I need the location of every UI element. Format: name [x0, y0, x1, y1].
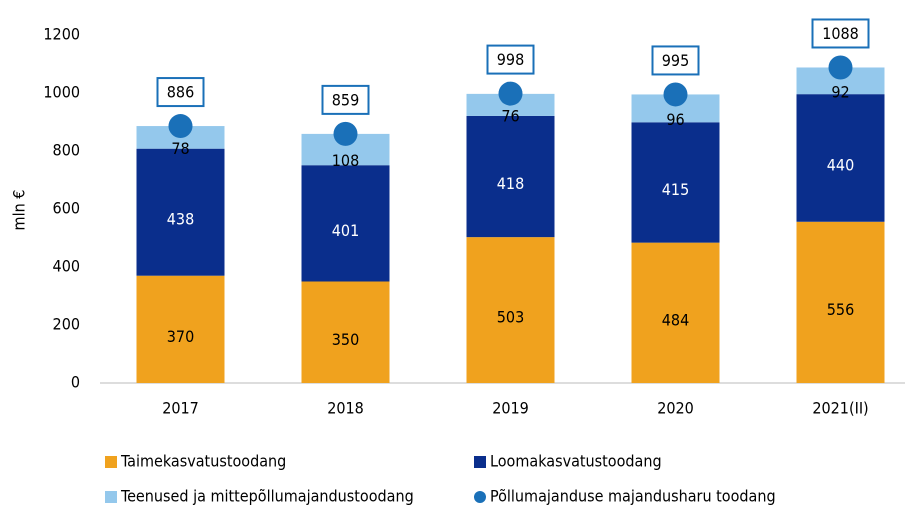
total-label-box [321, 84, 370, 115]
bar-segment [631, 122, 720, 243]
total-dot [663, 82, 688, 107]
legend-label: Taimekasvatustoodang [120, 452, 286, 471]
total-label: 1088 [822, 24, 859, 43]
y-axis-label: mln € [10, 190, 29, 231]
total-dot [498, 81, 523, 106]
data-label: 484 [662, 310, 689, 329]
bar-segment [796, 94, 885, 222]
total-dot [168, 114, 193, 139]
total-dot [828, 55, 853, 80]
data-label: 108 [332, 151, 359, 170]
legend-swatch [105, 491, 117, 503]
total-label-box [651, 45, 700, 76]
legend-label: Loomakasvatustoodang [490, 452, 662, 471]
y-tick-label: 600 [53, 199, 80, 218]
bar-segment [631, 242, 720, 383]
bar-segment [466, 237, 555, 383]
data-label: 96 [666, 110, 684, 129]
y-tick-label: 1200 [43, 25, 80, 44]
data-label: 438 [167, 210, 194, 229]
x-tick-label: 2021(II) [812, 399, 868, 418]
total-label-box [156, 77, 205, 108]
bar-segment [136, 275, 225, 383]
bar-segment [466, 115, 555, 238]
x-tick-label: 2019 [492, 399, 529, 418]
bar-segment [136, 148, 225, 276]
data-label: 78 [171, 139, 189, 158]
legend-label: Teenused ja mittepõllumajandustoodang [120, 487, 414, 506]
legend-swatch [474, 491, 486, 503]
total-dot [333, 121, 358, 146]
x-tick-label: 2020 [657, 399, 694, 418]
y-tick-label: 800 [53, 141, 80, 160]
total-label-box [486, 44, 535, 75]
legend-label: Põllumajanduse majandusharu toodang [490, 487, 776, 506]
data-label: 350 [332, 330, 359, 349]
data-label: 503 [497, 308, 524, 327]
data-label: 556 [827, 300, 854, 319]
bar-segment [796, 221, 885, 383]
total-label: 998 [497, 50, 524, 69]
data-label: 92 [831, 82, 849, 101]
y-tick-label: 400 [53, 257, 80, 276]
y-tick-label: 0 [71, 373, 80, 392]
total-label-box [811, 18, 870, 49]
data-label: 415 [662, 180, 689, 199]
y-tick-label: 200 [53, 315, 80, 334]
data-label: 440 [827, 155, 854, 174]
bar-segment [301, 281, 390, 383]
data-label: 76 [501, 106, 519, 125]
x-tick-label: 2017 [162, 399, 199, 418]
legend-swatch [474, 456, 486, 468]
x-tick-label: 2018 [327, 399, 364, 418]
data-label: 418 [497, 174, 524, 193]
bar-segment [301, 165, 390, 282]
legend-swatch [105, 456, 117, 468]
total-label: 886 [167, 83, 194, 102]
total-label: 995 [662, 51, 689, 70]
data-label: 401 [332, 221, 359, 240]
data-label: 370 [167, 327, 194, 346]
y-tick-label: 1000 [43, 83, 80, 102]
total-label: 859 [332, 90, 359, 109]
